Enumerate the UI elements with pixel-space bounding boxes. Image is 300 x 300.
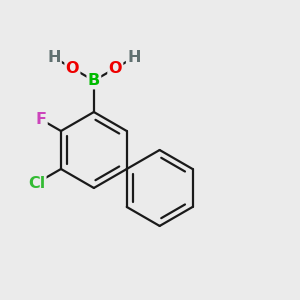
Text: Cl: Cl [28,176,45,190]
Text: H: H [47,50,61,65]
Text: O: O [66,61,79,76]
Text: H: H [127,50,141,65]
Text: B: B [88,73,100,88]
Text: O: O [109,61,122,76]
Text: F: F [35,112,46,127]
